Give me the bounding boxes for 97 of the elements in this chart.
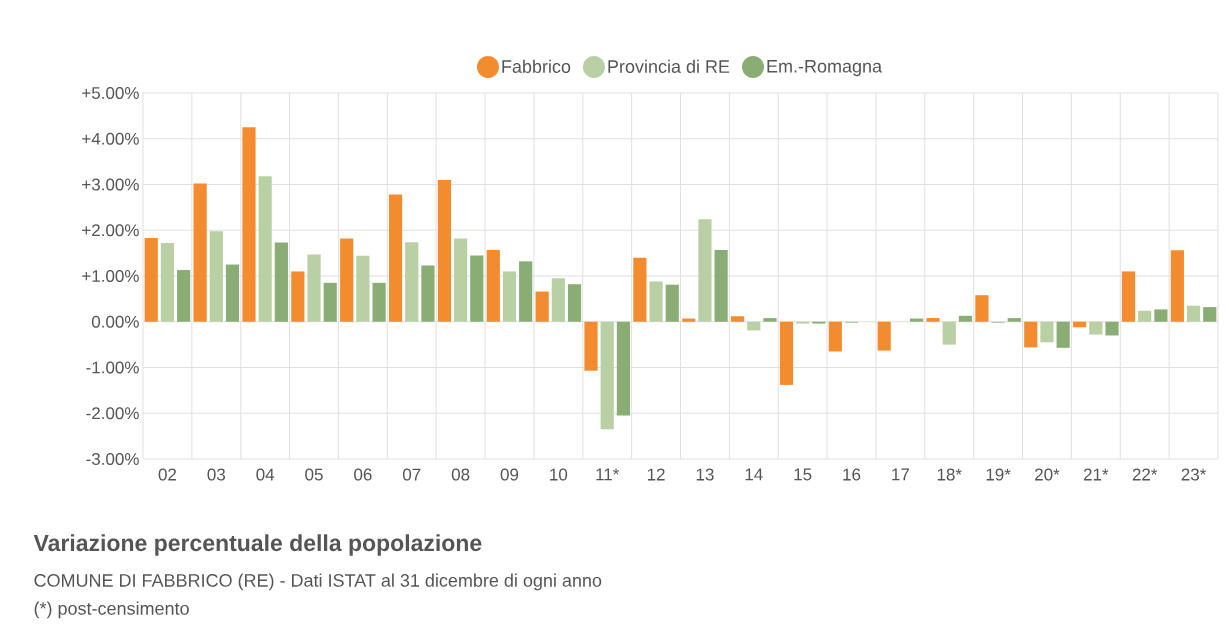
x-tick-label: 17 <box>892 468 909 481</box>
legend-label: Provincia di RE <box>608 59 730 73</box>
bar <box>1007 318 1021 322</box>
bar <box>682 318 696 322</box>
x-tick-label: 04 <box>256 468 275 481</box>
y-tick-label: +1.00% <box>82 269 139 283</box>
y-tick-label: -1.00% <box>86 361 139 374</box>
y-tick-label: +3.00% <box>82 178 139 191</box>
bar <box>307 254 321 322</box>
bar <box>291 271 305 322</box>
bar <box>665 284 679 322</box>
x-tick-label: 22* <box>1132 468 1158 481</box>
bar <box>926 318 940 322</box>
bar <box>405 242 419 322</box>
text: (*) post-censimento <box>34 601 189 619</box>
x-tick-label: 05 <box>305 468 323 481</box>
bar <box>551 278 565 322</box>
bar <box>698 219 712 322</box>
bar <box>731 316 745 322</box>
bar <box>274 242 288 322</box>
x-tick-label: 21* <box>1083 468 1109 481</box>
bar <box>519 261 533 322</box>
bar <box>193 183 207 322</box>
bar <box>828 321 842 352</box>
x-tick-label: 12 <box>647 468 665 481</box>
bar <box>242 127 256 322</box>
x-tick-label: 16 <box>843 468 861 481</box>
bar <box>177 270 191 322</box>
legend-label: Fabbrico <box>502 59 571 73</box>
bar <box>388 194 403 322</box>
bar <box>616 321 630 416</box>
bar <box>633 257 647 322</box>
x-tick-label: 15 <box>794 468 812 481</box>
bar <box>1024 321 1038 348</box>
bar <box>567 284 582 322</box>
y-tick-label: +5.00% <box>82 86 139 100</box>
bar <box>502 271 517 322</box>
bar <box>1121 271 1136 322</box>
bar <box>779 321 794 385</box>
bar <box>356 255 370 322</box>
x-tick-label: 19* <box>986 468 1011 481</box>
bar <box>584 321 598 371</box>
y-tick-label: 0.00% <box>91 315 139 328</box>
bar <box>1105 321 1119 336</box>
bar <box>1073 321 1087 328</box>
x-tick-label: 09 <box>500 468 519 481</box>
bar <box>958 315 973 322</box>
text: Variazione percentuale della popolazione <box>33 534 482 556</box>
bar <box>470 255 484 322</box>
y-tick-label: +2.00% <box>82 224 139 237</box>
bar <box>535 291 549 322</box>
x-tick-label: 10 <box>550 468 568 481</box>
x-tick-label: 23* <box>1181 468 1207 481</box>
bar <box>1154 309 1168 322</box>
bar <box>225 264 240 322</box>
bar <box>258 176 272 322</box>
bar <box>421 265 435 322</box>
y-tick-label: +4.00% <box>82 132 139 145</box>
x-tick-label: 18* <box>937 468 962 481</box>
y-tick-label: -2.00% <box>86 407 139 420</box>
bar <box>372 282 386 322</box>
bar <box>975 295 989 322</box>
bar <box>437 179 452 322</box>
bar <box>714 249 728 322</box>
text: COMUNE DI FABBRICO (RE) - Dati ISTAT al 31 dicembre di ogni anno <box>34 573 602 591</box>
bar <box>1186 305 1201 322</box>
bar <box>763 318 777 322</box>
bar <box>747 321 761 331</box>
bar <box>600 321 614 430</box>
bar <box>877 321 891 351</box>
x-tick-label: 07 <box>402 468 421 481</box>
bar <box>486 249 500 322</box>
x-tick-label: 08 <box>451 468 470 481</box>
bar <box>909 318 924 322</box>
legend-label: Em.-Romagna <box>767 60 883 77</box>
bar <box>1138 310 1152 322</box>
bar <box>1203 307 1217 322</box>
bar <box>942 321 956 345</box>
x-tick-label: 20* <box>1035 468 1060 481</box>
bar <box>649 281 663 322</box>
x-tick-label: 11* <box>596 468 620 481</box>
bar <box>340 238 354 322</box>
bar <box>454 238 468 322</box>
x-tick-label: 02 <box>158 468 177 481</box>
bar <box>209 231 223 322</box>
bar <box>1056 321 1070 348</box>
bar <box>323 282 337 322</box>
bar <box>1040 321 1054 343</box>
bar <box>160 243 175 322</box>
bar <box>144 238 158 322</box>
x-tick-label: 14 <box>745 468 763 481</box>
bar <box>1170 250 1184 322</box>
y-tick-label: -3.00% <box>86 452 139 466</box>
x-tick-label: 06 <box>354 468 372 481</box>
x-tick-label: 03 <box>207 468 226 481</box>
bar <box>1089 321 1103 335</box>
x-tick-label: 13 <box>696 468 714 481</box>
